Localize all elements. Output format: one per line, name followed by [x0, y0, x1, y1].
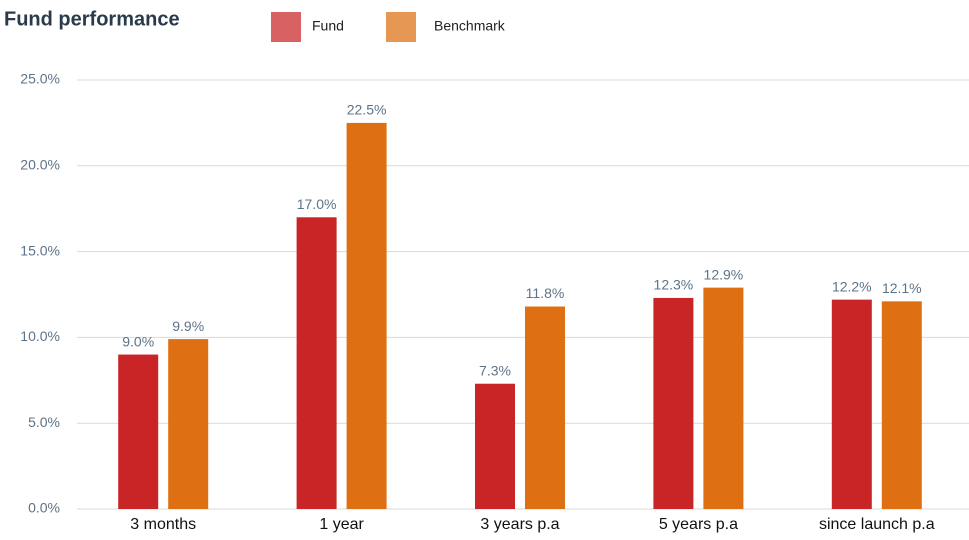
y-tick-label: 20.0%	[20, 157, 60, 173]
x-tick-label: 5 years p.a	[659, 516, 738, 533]
value-label: 12.2%	[832, 278, 872, 294]
bar	[831, 299, 872, 509]
legend-label: Fund	[312, 18, 344, 34]
bar	[653, 297, 694, 509]
y-tick-label: 5.0%	[28, 414, 60, 430]
value-label: 9.9%	[172, 318, 204, 334]
value-label: 12.3%	[654, 277, 694, 293]
y-tick-label: 0.0%	[28, 500, 60, 516]
value-label: 17.0%	[297, 196, 337, 212]
x-tick-label: since launch p.a	[819, 516, 935, 533]
y-tick-label: 15.0%	[20, 242, 60, 258]
value-label: 22.5%	[347, 102, 387, 118]
value-label: 11.8%	[526, 285, 565, 301]
bar	[296, 217, 337, 509]
value-label: 7.3%	[479, 362, 511, 378]
value-label: 12.9%	[704, 266, 744, 282]
bar	[346, 122, 387, 510]
bar	[703, 287, 744, 509]
y-tick-label: 10.0%	[20, 328, 60, 344]
bar	[881, 301, 922, 509]
y-tick-label: 25.0%	[20, 71, 60, 87]
bar	[118, 354, 159, 509]
legend-label: Benchmark	[434, 18, 506, 34]
bar	[168, 339, 209, 509]
legend-swatch	[271, 12, 301, 42]
value-label: 9.0%	[122, 333, 154, 349]
x-tick-label: 3 months	[130, 516, 196, 533]
x-tick-label: 3 years p.a	[480, 516, 559, 533]
bar	[525, 306, 565, 509]
value-label: 12.1%	[882, 280, 922, 296]
legend-swatch	[386, 12, 416, 42]
x-tick-label: 1 year	[319, 516, 364, 533]
chart-title: Fund performance	[4, 8, 180, 30]
bar	[475, 383, 515, 509]
